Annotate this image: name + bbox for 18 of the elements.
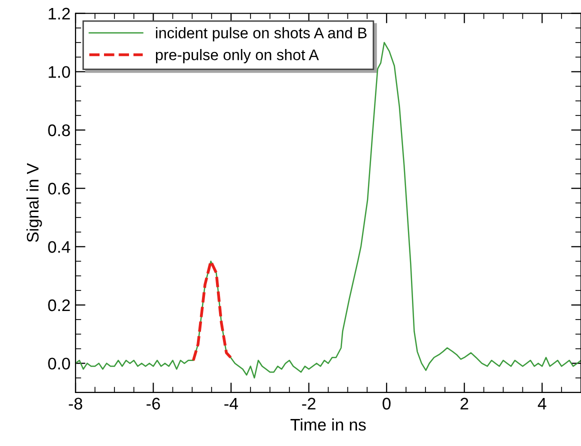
- x-tick-label: -6: [146, 398, 160, 410]
- y-axis-title: Signal in V: [26, 163, 42, 242]
- x-tick-label: 2: [460, 398, 468, 410]
- y-tick-label: 0.8: [48, 124, 70, 136]
- x-tick-label: 4: [538, 398, 546, 410]
- x-tick-label: 0: [382, 398, 391, 410]
- y-tick-label: 0.0: [48, 358, 70, 370]
- y-tick-label: 1.2: [48, 8, 70, 20]
- x-tick-label: -2: [302, 398, 316, 410]
- x-tick-label: -4: [224, 398, 238, 410]
- legend-label: pre-pulse only on shot A: [156, 49, 319, 64]
- y-tick-label: 0.2: [48, 299, 70, 312]
- y-tick-label: 1.0: [48, 66, 70, 78]
- legend-label: incident pulse on shots A and B: [156, 27, 367, 42]
- x-axis-title: Time in ns: [290, 418, 366, 431]
- y-tick-label: 0.4: [48, 241, 70, 253]
- x-tick-label: -8: [68, 398, 82, 410]
- y-tick-label: 0.6: [48, 182, 70, 195]
